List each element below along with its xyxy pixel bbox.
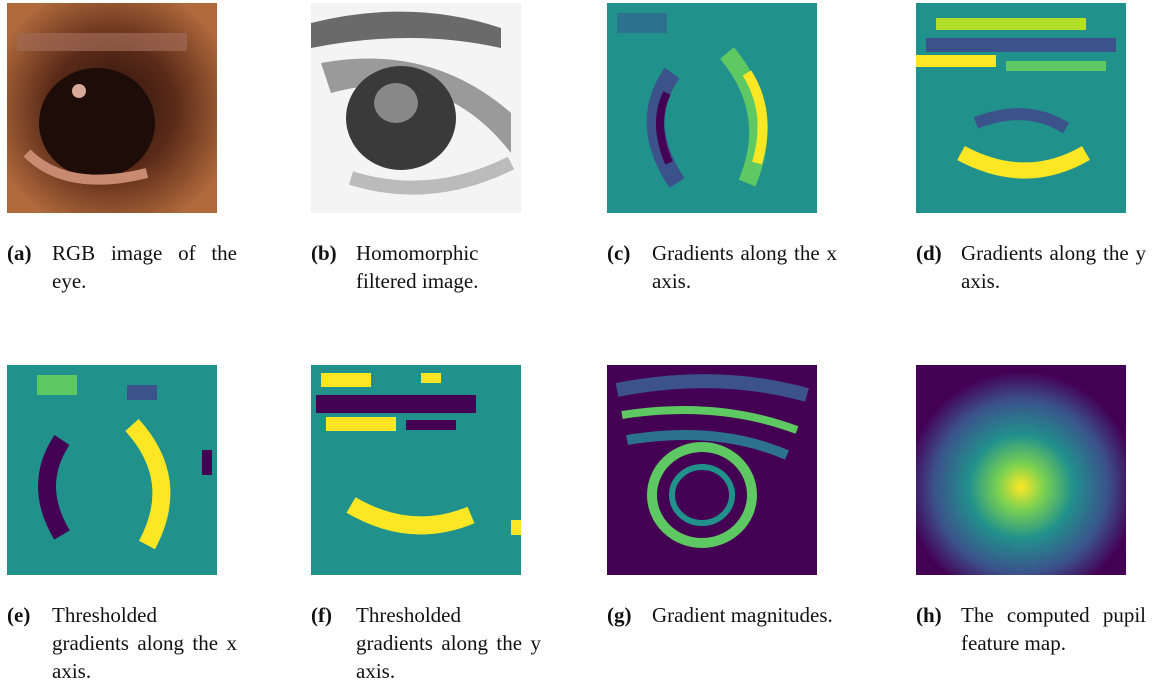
subfigure-caption: The computed pupil feature map. <box>961 601 1146 657</box>
gradient-magnitude-image <box>607 365 817 575</box>
subfigure-caption: Gradient magnitudes. <box>652 601 837 629</box>
subfigure-caption: Thresholded gradients along the x axis. <box>52 601 237 685</box>
thresholded-x-image <box>7 365 217 575</box>
subfigure-label: (d) <box>916 239 961 295</box>
subfigure-label: (a) <box>7 239 52 295</box>
subfigure: (a)RGB image of the eye. <box>7 3 242 295</box>
subfigure: (b)Homomorphic filtered image. <box>311 3 546 295</box>
subfigure-caption: RGB image of the eye. <box>52 239 237 295</box>
subfigure-label: (e) <box>7 601 52 685</box>
subfigure-label: (c) <box>607 239 652 295</box>
subfigure-label: (f) <box>311 601 356 685</box>
subfigure-label: (b) <box>311 239 356 295</box>
y-gradient-image <box>916 3 1126 213</box>
subfigure-label: (h) <box>916 601 961 657</box>
subfigure-caption: Gradients along the y axis. <box>961 239 1146 295</box>
subfigure: (h)The computed pupil feature map. <box>916 365 1151 657</box>
subfigure: (d)Gradients along the y axis. <box>916 3 1151 295</box>
subfigure: (f)Thresholded gradients along the y axi… <box>311 365 546 685</box>
eye-rgb-image <box>7 3 217 213</box>
subfigure-caption: Gradients along the x axis. <box>652 239 837 295</box>
subfigure: (c)Gradients along the x axis. <box>607 3 842 295</box>
subfigure-label: (g) <box>607 601 652 629</box>
subfigure-caption: Homomorphic filtered image. <box>356 239 541 295</box>
pupil-feature-map <box>916 365 1126 575</box>
x-gradient-image <box>607 3 817 213</box>
subfigure: (e)Thresholded gradients along the x axi… <box>7 365 242 685</box>
figure: (a)RGB image of the eye. (b)Homomorphic … <box>0 0 1155 686</box>
homomorphic-image <box>311 3 521 213</box>
subfigure-caption: Thresholded gradients along the y axis. <box>356 601 541 685</box>
thresholded-y-image <box>311 365 521 575</box>
subfigure: (g)Gradient magnitudes. <box>607 365 842 629</box>
